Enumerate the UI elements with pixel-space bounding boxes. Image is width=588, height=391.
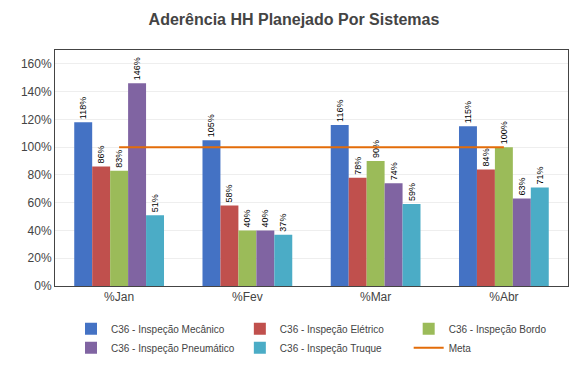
svg-text:0%: 0% <box>34 279 52 293</box>
svg-text:71%: 71% <box>535 166 545 184</box>
svg-text:160%: 160% <box>21 57 52 71</box>
svg-text:115%: 115% <box>463 101 473 123</box>
svg-text:100%: 100% <box>499 121 509 144</box>
svg-text:60%: 60% <box>28 196 52 210</box>
svg-text:Aderência HH Planejado Por Sis: Aderência HH Planejado Por Sistemas <box>149 11 440 28</box>
svg-text:40%: 40% <box>28 224 52 238</box>
svg-text:118%: 118% <box>78 97 88 119</box>
svg-text:%Fev: %Fev <box>232 290 263 304</box>
svg-text:Meta: Meta <box>449 343 472 354</box>
svg-text:%Jan: %Jan <box>104 290 134 304</box>
svg-text:C36 - Inspeção Mecânico: C36 - Inspeção Mecânico <box>111 324 225 335</box>
svg-text:105%: 105% <box>206 114 216 137</box>
svg-text:63%: 63% <box>517 178 527 196</box>
svg-text:40%: 40% <box>260 209 270 227</box>
svg-text:C36 - Inspeção Bordo: C36 - Inspeção Bordo <box>449 324 547 335</box>
svg-text:C36 - Inspeção Pneumático: C36 - Inspeção Pneumático <box>111 343 235 354</box>
svg-text:120%: 120% <box>21 113 52 127</box>
svg-text:%Abr: %Abr <box>489 290 518 304</box>
svg-text:84%: 84% <box>481 148 491 166</box>
svg-text:146%: 146% <box>132 57 142 80</box>
svg-text:83%: 83% <box>114 150 124 168</box>
svg-text:140%: 140% <box>21 85 52 99</box>
svg-text:59%: 59% <box>407 183 417 201</box>
svg-text:C36 - Inspeção Elétrico: C36 - Inspeção Elétrico <box>280 324 384 335</box>
svg-text:58%: 58% <box>224 184 234 202</box>
svg-text:90%: 90% <box>371 140 381 158</box>
svg-text:C36 - Inspeção Truque: C36 - Inspeção Truque <box>280 343 382 354</box>
svg-text:20%: 20% <box>28 251 52 265</box>
svg-text:116%: 116% <box>335 100 345 122</box>
svg-text:40%: 40% <box>242 209 252 227</box>
svg-text:%Mar: %Mar <box>360 290 391 304</box>
svg-text:51%: 51% <box>150 194 160 212</box>
svg-text:86%: 86% <box>96 146 106 164</box>
svg-text:37%: 37% <box>278 214 288 232</box>
svg-text:74%: 74% <box>389 162 399 180</box>
svg-text:78%: 78% <box>353 157 363 175</box>
svg-text:100%: 100% <box>21 140 52 154</box>
svg-text:80%: 80% <box>28 168 52 182</box>
